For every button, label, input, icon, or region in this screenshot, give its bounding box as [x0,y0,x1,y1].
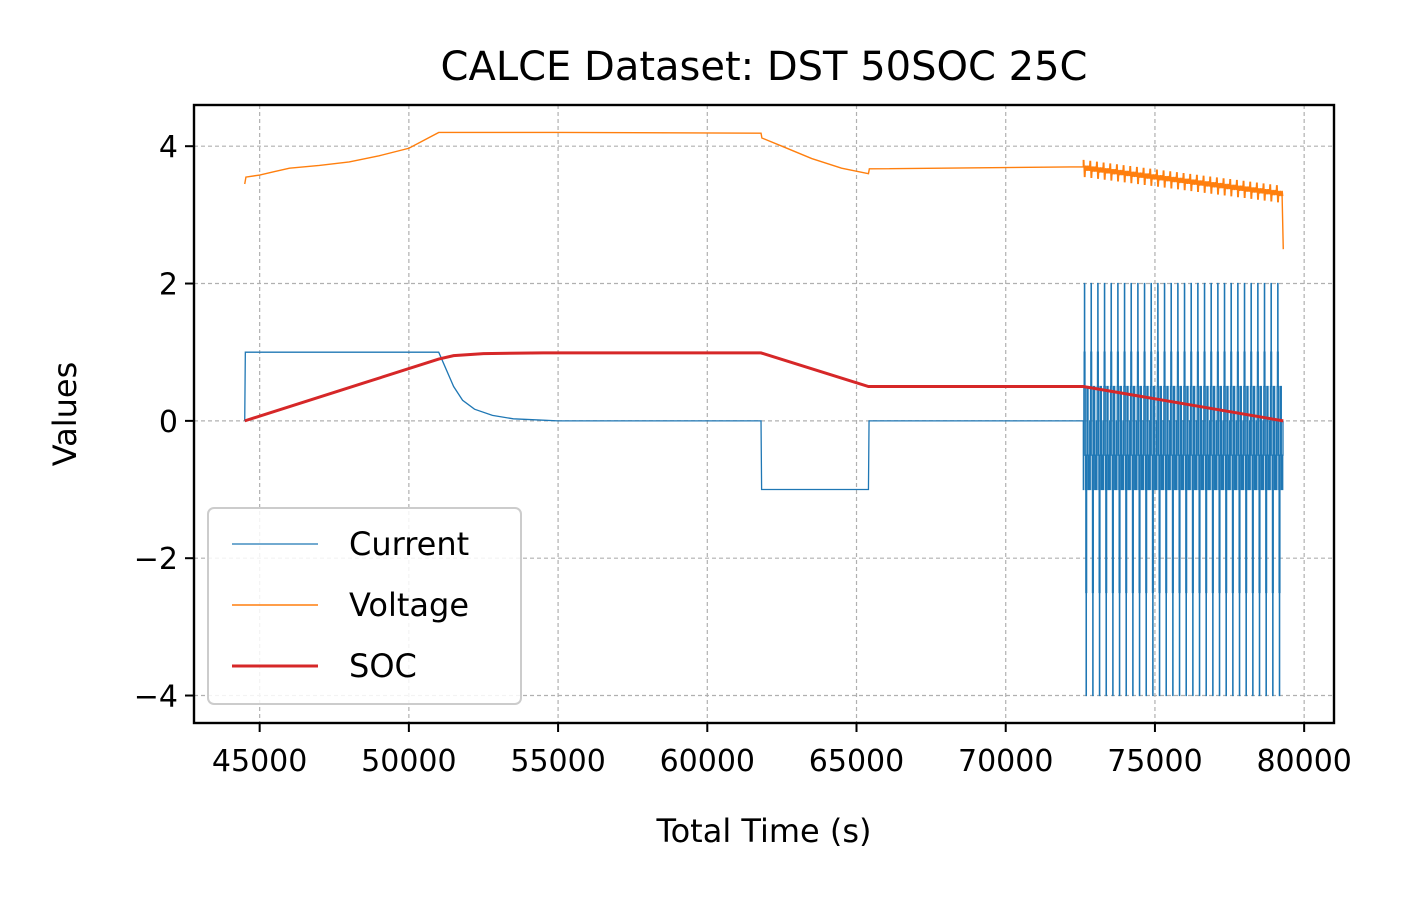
series-current-line [244,282,1284,697]
x-tick-label: 60000 [660,744,755,779]
series-soc-line [244,351,1284,423]
series-layer [244,131,1284,697]
legend-box [207,507,522,705]
chart-title: CALCE Dataset: DST 50SOC 25C [441,44,1088,90]
x-tick-label: 45000 [212,744,307,779]
x-tick-label: 70000 [958,744,1053,779]
legend-label: Current [349,525,469,563]
x-axis-label: Total Time (s) [655,812,871,850]
legend-label: SOC [349,647,417,685]
plot-frame [192,103,1336,725]
x-tick-label: 55000 [510,744,605,779]
legend: Current Voltage SOC [207,507,522,705]
x-tick-label: 65000 [809,744,904,779]
ticks: 45000 50000 55000 60000 65000 70000 75000 80000… [134,130,1352,779]
x-tick-label: 75000 [1107,744,1202,779]
x-tick-label: 80000 [1256,744,1351,779]
series-voltage-line [244,131,1284,250]
y-tick-label: −4 [134,680,178,715]
y-tick-label: 0 [159,405,178,440]
y-tick-label: 2 [159,268,178,303]
y-axis-label: Values [46,362,84,467]
y-tick-label: −2 [134,542,178,577]
y-tick-label: 4 [159,130,178,165]
x-tick-label: 50000 [361,744,456,779]
legend-label: Voltage [349,586,469,624]
